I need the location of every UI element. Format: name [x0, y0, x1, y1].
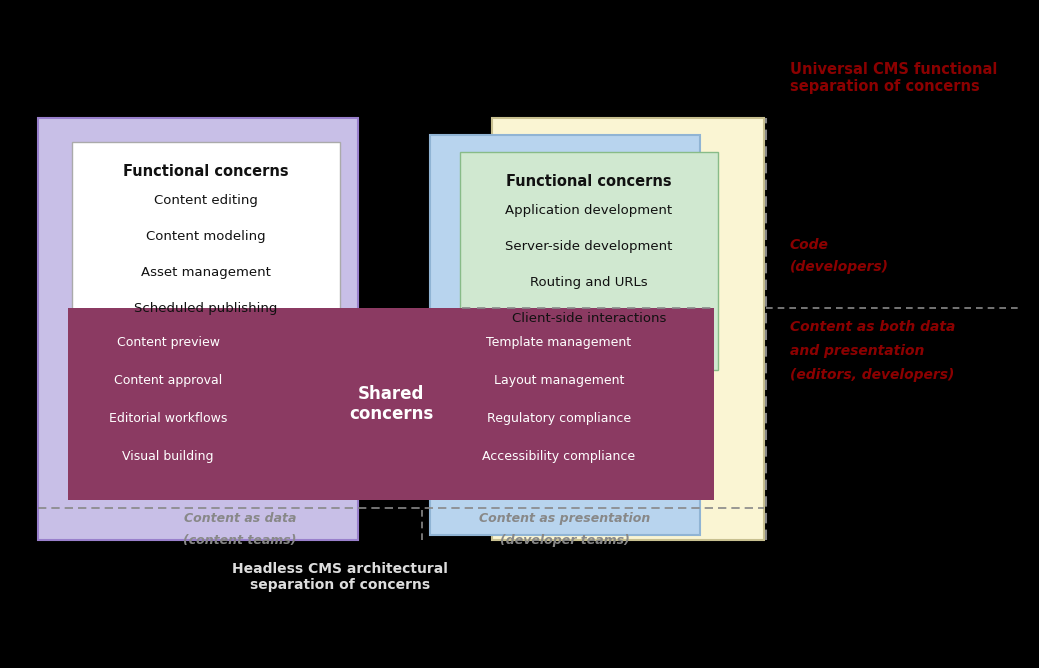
Text: Layout management: Layout management [494, 374, 624, 387]
Text: Scheduled publishing: Scheduled publishing [134, 302, 277, 315]
Text: (editors, developers): (editors, developers) [790, 368, 955, 382]
Text: Content modeling: Content modeling [146, 230, 266, 243]
Text: Content as both data: Content as both data [790, 320, 956, 334]
Text: Shared
concerns: Shared concerns [349, 385, 433, 424]
Text: Visual building: Visual building [123, 450, 214, 463]
Text: (developers): (developers) [790, 260, 889, 274]
Text: (developer teams): (developer teams) [500, 534, 630, 547]
Text: Code: Code [790, 238, 829, 252]
Text: Functional concerns: Functional concerns [124, 164, 289, 179]
Text: Editorial workflows: Editorial workflows [109, 412, 228, 425]
Text: Content as presentation: Content as presentation [479, 512, 650, 525]
Text: Functional concerns: Functional concerns [506, 174, 672, 189]
Text: and presentation: and presentation [790, 344, 925, 358]
Text: Asset management: Asset management [141, 266, 271, 279]
Text: Application development: Application development [505, 204, 672, 217]
Bar [68, 308, 714, 500]
Text: Headless CMS architectural
separation of concerns: Headless CMS architectural separation of… [232, 562, 448, 593]
Text: Client-side interactions: Client-side interactions [512, 312, 666, 325]
Bar [430, 135, 700, 535]
Bar [72, 142, 340, 360]
Text: Regulatory compliance: Regulatory compliance [487, 412, 631, 425]
Text: Content preview: Content preview [116, 336, 219, 349]
Bar [460, 152, 718, 370]
Text: Routing and URLs: Routing and URLs [530, 276, 647, 289]
Text: Content approval: Content approval [114, 374, 222, 387]
Bar [38, 118, 358, 540]
Text: Server-side development: Server-side development [505, 240, 672, 253]
Text: (content teams): (content teams) [183, 534, 297, 547]
Text: Content as data: Content as data [184, 512, 296, 525]
Text: Content editing: Content editing [154, 194, 258, 207]
Bar [492, 118, 764, 540]
Text: Universal CMS functional
separation of concerns: Universal CMS functional separation of c… [790, 62, 997, 94]
Text: Template management: Template management [486, 336, 632, 349]
Text: Accessibility compliance: Accessibility compliance [482, 450, 636, 463]
